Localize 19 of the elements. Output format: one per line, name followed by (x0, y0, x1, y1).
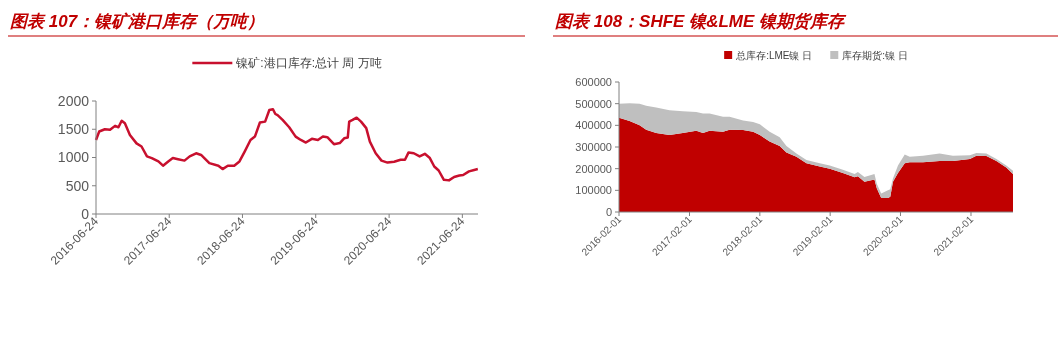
y-tick-label: 600000 (575, 75, 612, 88)
legend-label: 库存期货:镍 日 (842, 49, 908, 61)
y-tick-label: 500000 (575, 97, 612, 110)
y-tick-label: 2000 (57, 92, 90, 109)
y-tick-label: 0 (81, 205, 90, 222)
y-tick-label: 1000 (57, 149, 90, 166)
legend: 镍矿:港口库存:总计 周 万吨 (192, 56, 382, 71)
y-tick-label: 400000 (575, 119, 612, 132)
y-tick-label: 200000 (575, 162, 612, 175)
y-tick-label: 100000 (575, 184, 612, 197)
y-tick-label: 300000 (575, 140, 612, 153)
chart-title: 图表 108：SHFE 镍&LME 镍期货库存 (555, 12, 848, 31)
legend-label: 总库存:LME镍 日 (735, 49, 813, 61)
legend-label: 镍矿:港口库存:总计 周 万吨 (235, 56, 382, 71)
y-tick-label: 1500 (57, 121, 90, 138)
y-tick-label: 0 (605, 205, 612, 218)
y-tick-label: 500 (65, 177, 90, 194)
chart-title: 图表 107：镍矿港口库存（万吨） (10, 12, 265, 31)
line-series (94, 107, 480, 182)
